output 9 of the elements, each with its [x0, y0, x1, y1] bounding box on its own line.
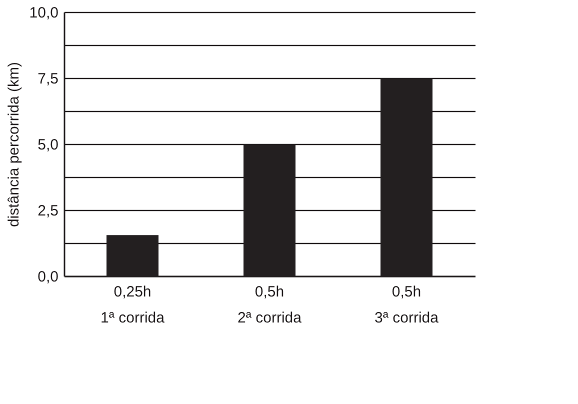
x-tick-label: 0,5h 2ª corrida — [238, 284, 302, 326]
y-tick-label: 7,5 — [38, 70, 58, 88]
y-tick-label: 2,5 — [38, 202, 58, 220]
x-tick-label: 0,5h 3ª corrida — [374, 284, 440, 326]
y-tick-label: 10,0 — [29, 4, 58, 22]
y-tick-label: 0,0 — [38, 268, 58, 286]
y-tick-label: 5,0 — [38, 136, 58, 154]
x-tick-label: 0,25h 1ª corrida — [100, 284, 166, 326]
y-axis-title: distância percorrida (km) — [5, 62, 22, 228]
